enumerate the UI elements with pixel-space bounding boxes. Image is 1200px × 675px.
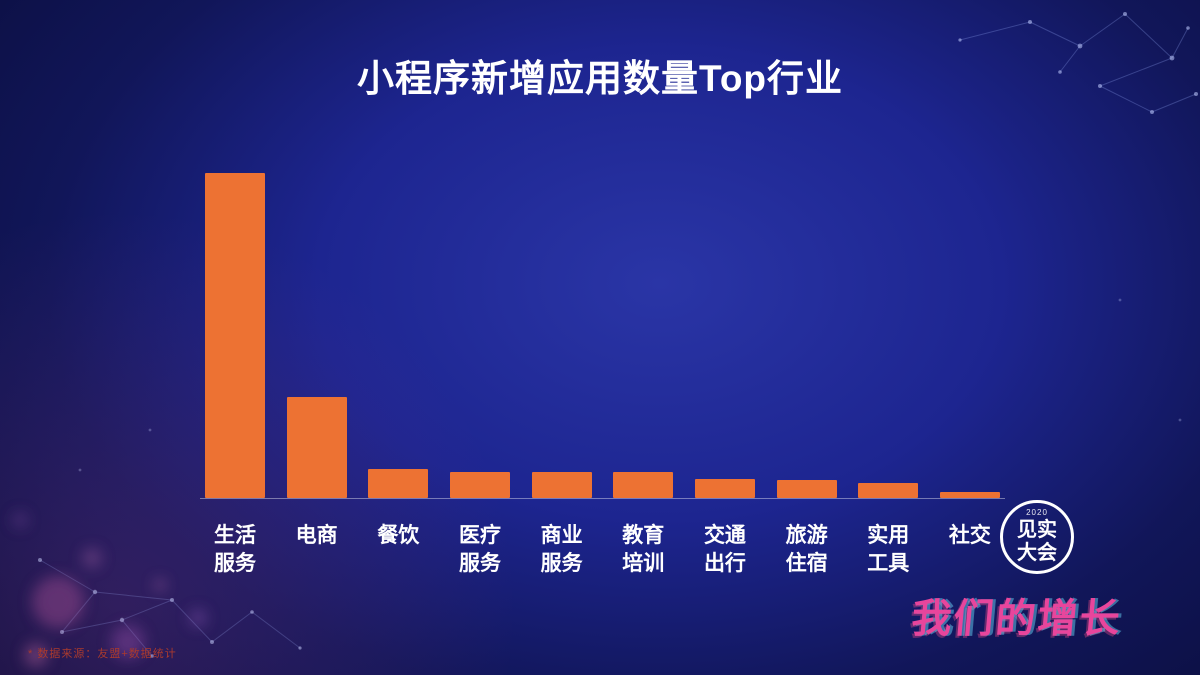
logo-year: 2020 — [1026, 508, 1048, 517]
data-source-note: * 数据来源：友盟+数据统计 — [28, 648, 177, 660]
bar — [939, 492, 1000, 498]
page-title: 小程序新增应用数量Top行业 — [356, 58, 844, 99]
bar-column: 医疗 服务 — [445, 472, 515, 586]
bar-label: 医疗 服务 — [458, 524, 501, 576]
bar-chart: 生活 服务 电商 餐饮 医疗 服务 商业 服务 教育 培训 交通 出行 旅游 住宿 实用 工具 社… — [200, 173, 1005, 586]
bar — [858, 483, 919, 498]
bar-column: 社交 — [935, 492, 1005, 586]
bar-label: 生活 服务 — [214, 524, 256, 576]
bar-label: 商业 服务 — [540, 524, 583, 576]
slogan-text: 我们的增长 — [909, 597, 1124, 641]
bar-column: 实用 工具 — [853, 483, 923, 586]
logo-line2: 大会 — [1017, 542, 1057, 564]
bar-label: 教育 培训 — [622, 524, 665, 576]
bar — [694, 478, 755, 498]
bokeh-decoration — [12, 512, 207, 667]
bar — [286, 397, 347, 498]
bar-column: 教育 培训 — [608, 472, 678, 586]
bar-label: 电商 — [295, 524, 338, 547]
bar-column: 电商 — [282, 397, 352, 586]
bar-column: 餐饮 — [363, 468, 433, 586]
jianshi-conference-logo: 2020 见实 大会 — [1000, 500, 1074, 574]
bar-label: 餐饮 — [377, 524, 420, 547]
bar-label: 社交 — [948, 524, 991, 547]
logo-line1: 见实 — [1017, 519, 1057, 541]
bar — [531, 472, 592, 498]
bar-column: 生活 服务 — [200, 173, 270, 586]
bar-label: 旅游 住宿 — [785, 524, 828, 576]
bar — [368, 468, 429, 498]
bar-label: 实用 工具 — [867, 524, 910, 576]
bar-column: 旅游 住宿 — [772, 480, 842, 586]
bar-label: 交通 出行 — [703, 524, 746, 576]
bar — [205, 173, 265, 498]
bar-column: 商业 服务 — [527, 472, 597, 586]
bar — [613, 472, 674, 498]
x-axis-line — [200, 498, 1005, 499]
bar-column: 交通 出行 — [690, 478, 760, 587]
bar — [776, 480, 837, 498]
bar — [449, 472, 510, 498]
